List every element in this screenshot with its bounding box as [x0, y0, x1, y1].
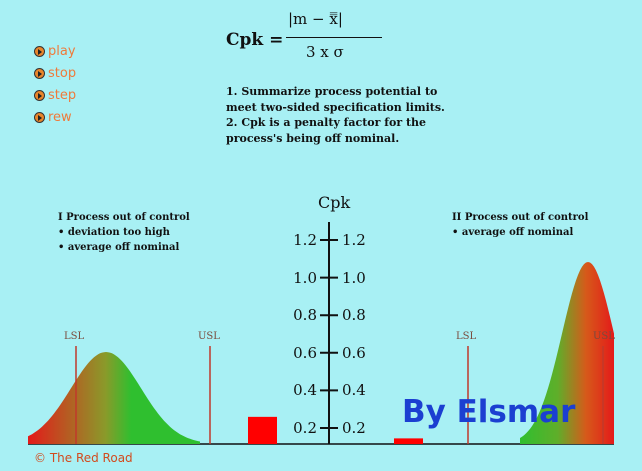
stop-label: stop — [48, 66, 77, 81]
scale-tick-label-left: 1.2 — [293, 231, 317, 249]
scale-tick-label-right: 0.4 — [342, 381, 366, 400]
scale-title: Cpk — [318, 193, 351, 212]
left-panel-bullet-1: • deviation too high — [58, 227, 170, 238]
rewind-icon — [34, 112, 45, 123]
left-cpk-bar — [248, 416, 277, 444]
formula-fraction-bar — [286, 37, 382, 38]
stop-button[interactable]: stop — [34, 66, 76, 81]
right-panel-bullet-1: • average off nominal — [452, 227, 574, 238]
rew-button[interactable]: rew — [34, 110, 72, 125]
stop-icon — [34, 68, 45, 79]
formula-numerator: |m − x̿| — [288, 10, 343, 28]
scale-tick-label-right: 1.0 — [342, 268, 366, 287]
left-lsl-label: LSL — [64, 331, 84, 342]
scale-tick-label-left: 0.6 — [293, 343, 317, 362]
left-distribution-curve — [28, 352, 200, 444]
watermark: By Elsmar — [402, 394, 576, 430]
formula-denominator: 3 x σ — [306, 43, 344, 61]
right-lsl-label: LSL — [456, 331, 476, 342]
left-panel-bullet-2: • average off nominal — [58, 242, 180, 253]
footer-credit: © The Red Road — [34, 451, 133, 465]
scale-ticks — [320, 239, 338, 429]
scale-tick-label-right: 0.6 — [342, 343, 366, 362]
play-icon — [34, 46, 45, 57]
right-panel-heading: II Process out of control — [452, 212, 589, 223]
formula-lhs: Cpk = — [226, 30, 284, 50]
right-distribution-curve — [520, 262, 614, 444]
right-panel-text: II Process out of control • average off … — [452, 210, 632, 240]
scale-tick-label-left: 0.2 — [293, 419, 317, 437]
note-1: 1. Summarize process potential to meet t… — [226, 85, 445, 114]
step-button[interactable]: step — [34, 88, 76, 103]
play-label: play — [48, 44, 76, 59]
scale-tick-label-right: 0.2 — [342, 419, 366, 437]
play-button[interactable]: play — [34, 44, 76, 59]
left-panel-heading: I Process out of control — [58, 212, 190, 223]
rew-label: rew — [48, 110, 72, 125]
left-panel-text: I Process out of control • deviation too… — [58, 210, 228, 255]
scale-tick-label-left: 0.8 — [293, 306, 317, 325]
left-usl-label: USL — [198, 331, 220, 342]
notes: 1. Summarize process potential to meet t… — [226, 84, 466, 146]
scale-tick-label-left: 0.4 — [293, 381, 317, 400]
scale-tick-label-right: 1.2 — [342, 231, 366, 249]
scale-tick-label-right: 0.8 — [342, 306, 366, 325]
step-label: step — [48, 88, 77, 103]
right-cpk-bar — [394, 438, 423, 444]
scale-tick-label-left: 1.0 — [293, 268, 317, 287]
note-2: 2. Cpk is a penalty factor for the proce… — [226, 116, 427, 145]
right-usl-label: USL — [593, 331, 615, 342]
step-icon — [34, 90, 45, 101]
